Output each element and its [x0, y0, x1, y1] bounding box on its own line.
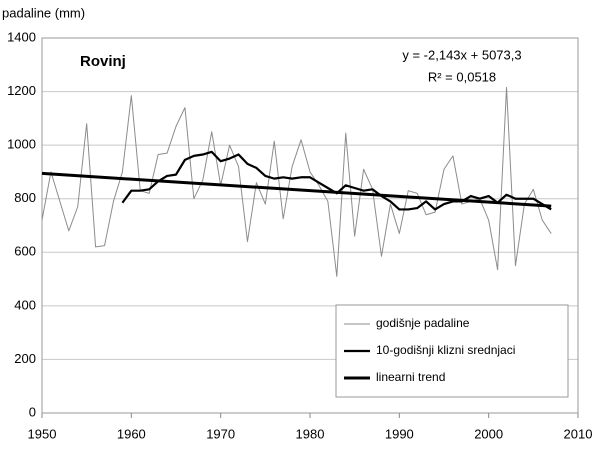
x-tick-label: 2000 — [474, 426, 503, 441]
legend-label: linearni trend — [376, 370, 445, 384]
series-line — [41, 87, 552, 277]
y-tick-label: 400 — [14, 297, 36, 312]
y-tick-label: 800 — [14, 190, 36, 205]
y-tick-label: 1400 — [7, 29, 36, 44]
y-tick-label: 0 — [29, 404, 36, 419]
x-tick-label: 1990 — [385, 426, 414, 441]
plot-frame — [41, 37, 579, 414]
station-label: Rovinj — [80, 53, 126, 70]
x-tick-label: 1980 — [296, 426, 325, 441]
y-axis-label: padaline (mm) — [2, 5, 85, 20]
r-squared: R² = 0,0518 — [428, 69, 496, 84]
x-tick-label: 1960 — [117, 426, 146, 441]
legend-label: godišnje padaline — [376, 316, 470, 330]
y-tick-label: 1000 — [7, 137, 36, 152]
x-tick-label: 2010 — [564, 426, 593, 441]
legend-label: 10-godišnji klizni srednjaci — [376, 343, 515, 357]
y-tick-label: 200 — [14, 351, 36, 366]
x-tick-label: 1970 — [206, 426, 235, 441]
x-tick-label: 1950 — [28, 426, 57, 441]
trend-equation: y = -2,143x + 5073,3 — [402, 47, 521, 62]
y-tick-label: 1200 — [7, 83, 36, 98]
series-line — [41, 171, 552, 208]
legend-box — [335, 304, 569, 398]
y-tick-label: 600 — [14, 244, 36, 259]
